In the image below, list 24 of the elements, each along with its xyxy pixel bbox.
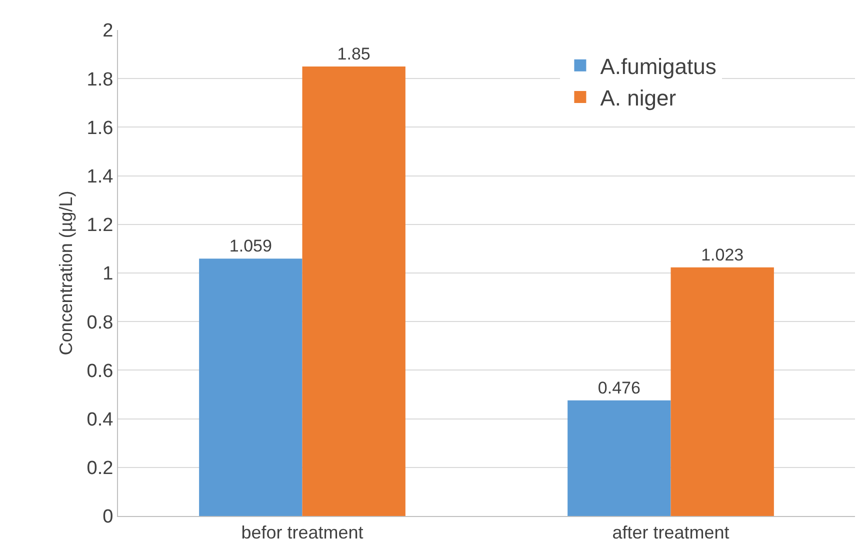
y-tick-label: 0 xyxy=(102,506,114,528)
bar xyxy=(670,267,774,516)
y-tick-label: 0.4 xyxy=(86,409,114,430)
data-label: 1.059 xyxy=(229,236,272,256)
data-label: 1.85 xyxy=(337,44,370,64)
y-tick-label: 1.8 xyxy=(86,69,114,90)
bar xyxy=(568,400,671,516)
y-tick-label: 1.4 xyxy=(86,166,114,188)
x-tick-label: befor treatment xyxy=(241,522,364,543)
legend-label: A.fumigatus xyxy=(600,54,716,79)
y-tick-label: 1 xyxy=(102,264,114,285)
data-label: 0.476 xyxy=(598,378,640,398)
x-tick-label: after treatment xyxy=(612,522,730,543)
y-tick-label: 1.6 xyxy=(86,118,114,139)
y-tick-label: 2 xyxy=(102,20,114,42)
legend-label: A. niger xyxy=(600,86,676,111)
y-axis-title: Concentration (µg/L) xyxy=(56,190,76,356)
data-label: 1.023 xyxy=(701,245,744,264)
y-tick-label: 1.2 xyxy=(86,215,114,236)
bar xyxy=(302,66,406,516)
y-tick-label: 0.2 xyxy=(86,458,114,480)
y-tick-label: 0.6 xyxy=(86,360,114,382)
bar xyxy=(199,258,302,516)
y-tick-label: 0.8 xyxy=(86,312,114,334)
